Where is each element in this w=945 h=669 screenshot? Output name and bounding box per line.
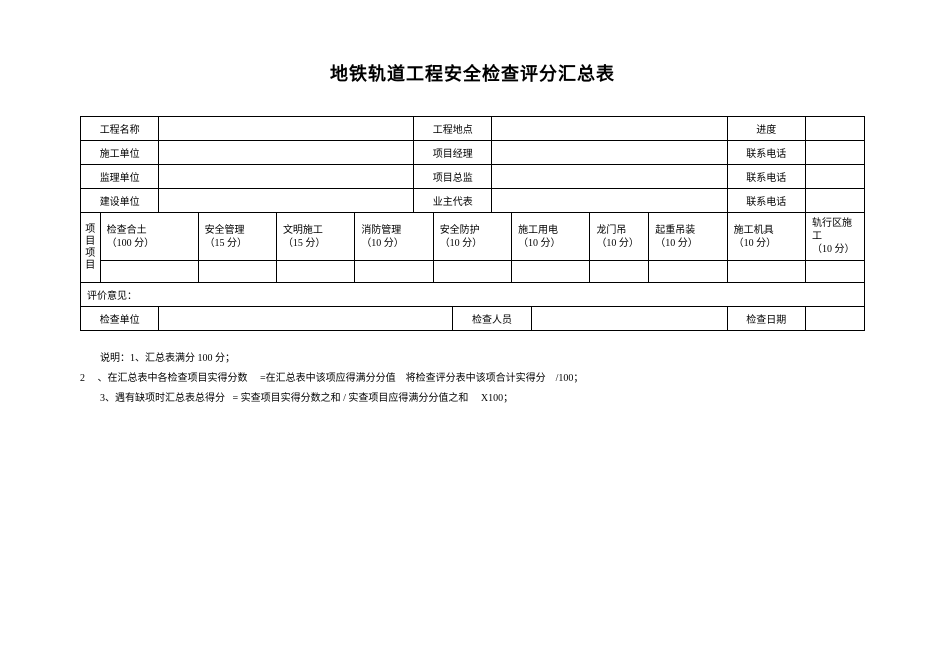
value-phone-3 <box>805 189 864 213</box>
value-construction-unit <box>159 141 414 165</box>
value-inspect-date <box>805 307 864 331</box>
opinion-row: 评价意见： <box>81 283 865 307</box>
score-value <box>805 261 864 283</box>
label-phone-3: 联系电话 <box>727 189 805 213</box>
value-progress <box>805 117 864 141</box>
score-value <box>727 261 805 283</box>
notes-block: 说明：1、汇总表满分 100 分； 2 、在汇总表中各检查项目实得分数 =在汇总… <box>80 349 865 409</box>
score-value <box>649 261 727 283</box>
summary-table: 工程名称 工程地点 进度 施工单位 项目经理 联系电话 监理单位 项目总监 联系… <box>80 116 865 331</box>
label-progress: 进度 <box>727 117 805 141</box>
label-supervision-unit: 监理单位 <box>81 165 159 189</box>
score-item: 安全管理 （15 分） <box>198 213 276 261</box>
score-item: 安全防护 （10 分） <box>433 213 511 261</box>
label-inspect-unit: 检查单位 <box>81 307 159 331</box>
score-item: 文明施工 （15 分） <box>276 213 354 261</box>
score-item: 检查合土 （100 分） <box>100 213 198 261</box>
label-owner-rep: 业主代表 <box>414 189 492 213</box>
note-line: 2 、在汇总表中各检查项目实得分数 =在汇总表中该项应得满分分值 将检查评分表中… <box>80 369 865 389</box>
info-row: 监理单位 项目总监 联系电话 <box>81 165 865 189</box>
project-column-label: 项目项目 <box>81 213 101 283</box>
score-value <box>433 261 511 283</box>
label-project-manager: 项目经理 <box>414 141 492 165</box>
label-project-name: 工程名称 <box>81 117 159 141</box>
value-chief-supervisor <box>492 165 727 189</box>
score-item: 消防管理 （10 分） <box>355 213 433 261</box>
label-chief-supervisor: 项目总监 <box>414 165 492 189</box>
label-inspect-date: 检查日期 <box>727 307 805 331</box>
value-inspectors <box>531 307 727 331</box>
score-item: 施工用电 （10 分） <box>512 213 590 261</box>
score-value <box>590 261 649 283</box>
score-item: 施工机具 （10 分） <box>727 213 805 261</box>
score-header-row: 项目项目 检查合土 （100 分） 安全管理 （15 分） 文明施工 （15 分… <box>81 213 865 261</box>
score-item: 起重吊装 （10 分） <box>649 213 727 261</box>
info-row: 工程名称 工程地点 进度 <box>81 117 865 141</box>
value-project-manager <box>492 141 727 165</box>
value-supervision-unit <box>159 165 414 189</box>
score-item: 龙门吊 （10 分） <box>590 213 649 261</box>
value-phone-2 <box>805 165 864 189</box>
value-project-location <box>492 117 727 141</box>
info-row: 施工单位 项目经理 联系电话 <box>81 141 865 165</box>
note-line: 3、遇有缺项时汇总表总得分 = 实查项目实得分数之和 / 实查项目应得满分分值之… <box>100 389 865 409</box>
value-inspect-unit <box>159 307 453 331</box>
page-title: 地铁轨道工程安全检查评分汇总表 <box>80 60 865 86</box>
note-line: 说明：1、汇总表满分 100 分； <box>100 349 865 369</box>
label-project-location: 工程地点 <box>414 117 492 141</box>
label-construction-unit: 施工单位 <box>81 141 159 165</box>
score-value-row <box>81 261 865 283</box>
label-inspectors: 检查人员 <box>453 307 531 331</box>
value-phone-1 <box>805 141 864 165</box>
footer-row: 检查单位 检查人员 检查日期 <box>81 307 865 331</box>
label-phone-1: 联系电话 <box>727 141 805 165</box>
label-owner-unit: 建设单位 <box>81 189 159 213</box>
value-project-name <box>159 117 414 141</box>
value-owner-rep <box>492 189 727 213</box>
score-value <box>276 261 354 283</box>
score-item: 轨行区施工 （10 分） <box>805 213 864 261</box>
score-value <box>198 261 276 283</box>
score-value <box>100 261 198 283</box>
label-phone-2: 联系电话 <box>727 165 805 189</box>
value-owner-unit <box>159 189 414 213</box>
info-row: 建设单位 业主代表 联系电话 <box>81 189 865 213</box>
opinion-cell: 评价意见： <box>81 283 865 307</box>
page: 地铁轨道工程安全检查评分汇总表 工程名称 工程地点 进度 施工单位 <box>0 0 945 429</box>
score-value <box>512 261 590 283</box>
score-value <box>355 261 433 283</box>
